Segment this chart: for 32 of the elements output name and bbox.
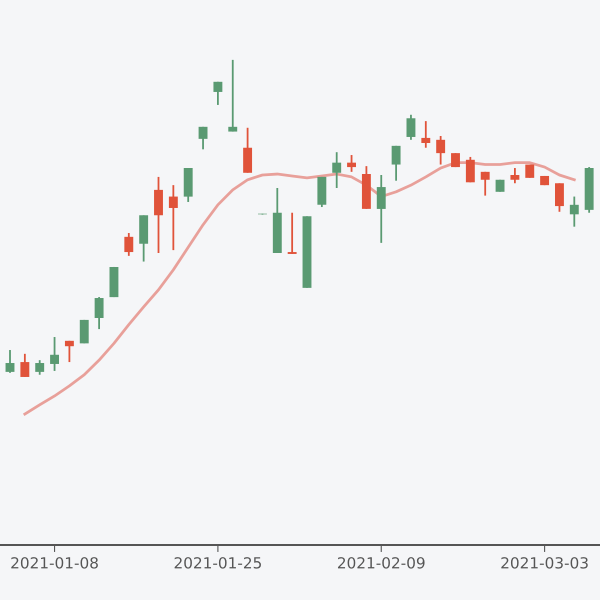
candlestick [525, 164, 534, 179]
candlestick [168, 184, 178, 252]
candlestick [80, 318, 89, 344]
candlestick [6, 349, 14, 374]
candlestick [198, 126, 208, 150]
candlestick [228, 59, 238, 132]
candlestick [421, 120, 430, 149]
candlestick [496, 178, 505, 193]
x-tick-label: 2021-01-08 [11, 557, 98, 569]
candlestick [570, 196, 579, 228]
candlestick [332, 151, 342, 189]
candlestick [50, 336, 60, 372]
candlestick [376, 174, 386, 244]
x-tick-label: 2021-01-25 [174, 557, 261, 569]
candlestick [436, 135, 446, 166]
candlestick [392, 144, 401, 182]
candlestick [480, 170, 490, 197]
candlestick [347, 154, 356, 173]
candlestick [554, 182, 564, 213]
candlestick [35, 359, 44, 376]
candlestick [20, 352, 30, 378]
candlestick [213, 80, 222, 106]
candlestick [288, 212, 297, 255]
candlestick [124, 232, 134, 257]
x-tick-label: 2021-02-09 [338, 557, 425, 569]
candlestick [94, 296, 104, 330]
candlestick [466, 156, 475, 184]
candlestick [510, 167, 520, 184]
x-tick-label: 2021-03-03 [501, 557, 588, 569]
candlestick [406, 114, 416, 141]
candlestick [451, 152, 460, 168]
candlestick [64, 340, 74, 363]
